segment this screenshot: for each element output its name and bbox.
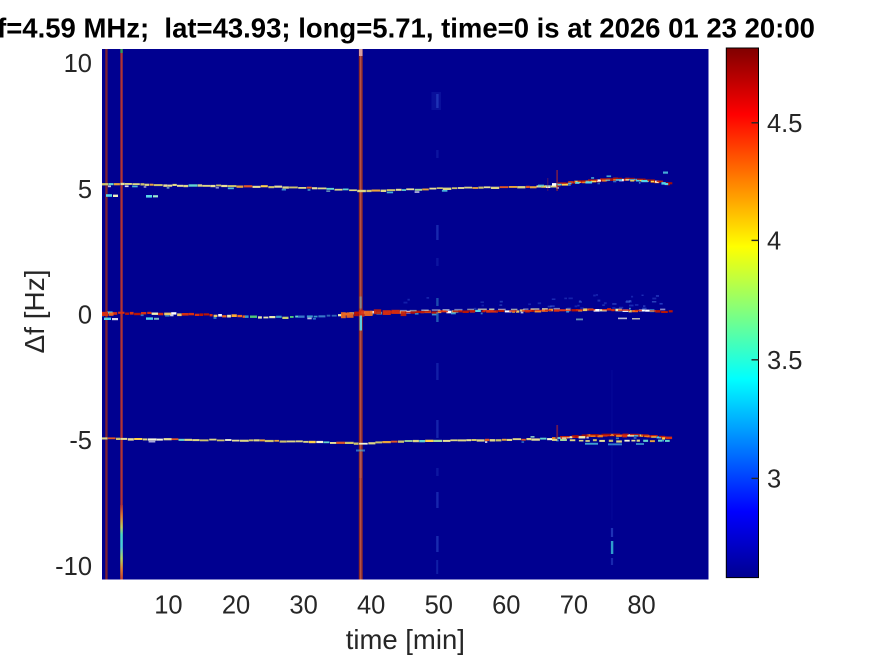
svg-text:3: 3	[767, 465, 781, 493]
svg-text:5: 5	[78, 176, 92, 204]
svg-text:80: 80	[627, 592, 655, 620]
svg-text:-5: -5	[69, 427, 92, 455]
svg-text:f=4.59 MHz; lat=43.93; long=5: f=4.59 MHz; lat=43.93; long=5.71, time=0…	[0, 13, 815, 44]
svg-text:20: 20	[222, 592, 250, 620]
svg-text:10: 10	[64, 50, 92, 78]
svg-text:30: 30	[289, 592, 317, 620]
svg-text:3.5: 3.5	[767, 347, 802, 375]
svg-text:time [min]: time [min]	[346, 624, 465, 655]
svg-text:-10: -10	[55, 553, 92, 581]
svg-text:50: 50	[425, 592, 453, 620]
svg-text:4: 4	[767, 227, 781, 255]
svg-text:4.5: 4.5	[767, 110, 802, 138]
svg-text:10: 10	[154, 592, 182, 620]
svg-text:40: 40	[357, 592, 385, 620]
svg-text:70: 70	[560, 592, 588, 620]
svg-text:60: 60	[492, 592, 520, 620]
svg-text:Δf [Hz]: Δf [Hz]	[19, 269, 50, 353]
svg-text:0: 0	[78, 302, 92, 330]
